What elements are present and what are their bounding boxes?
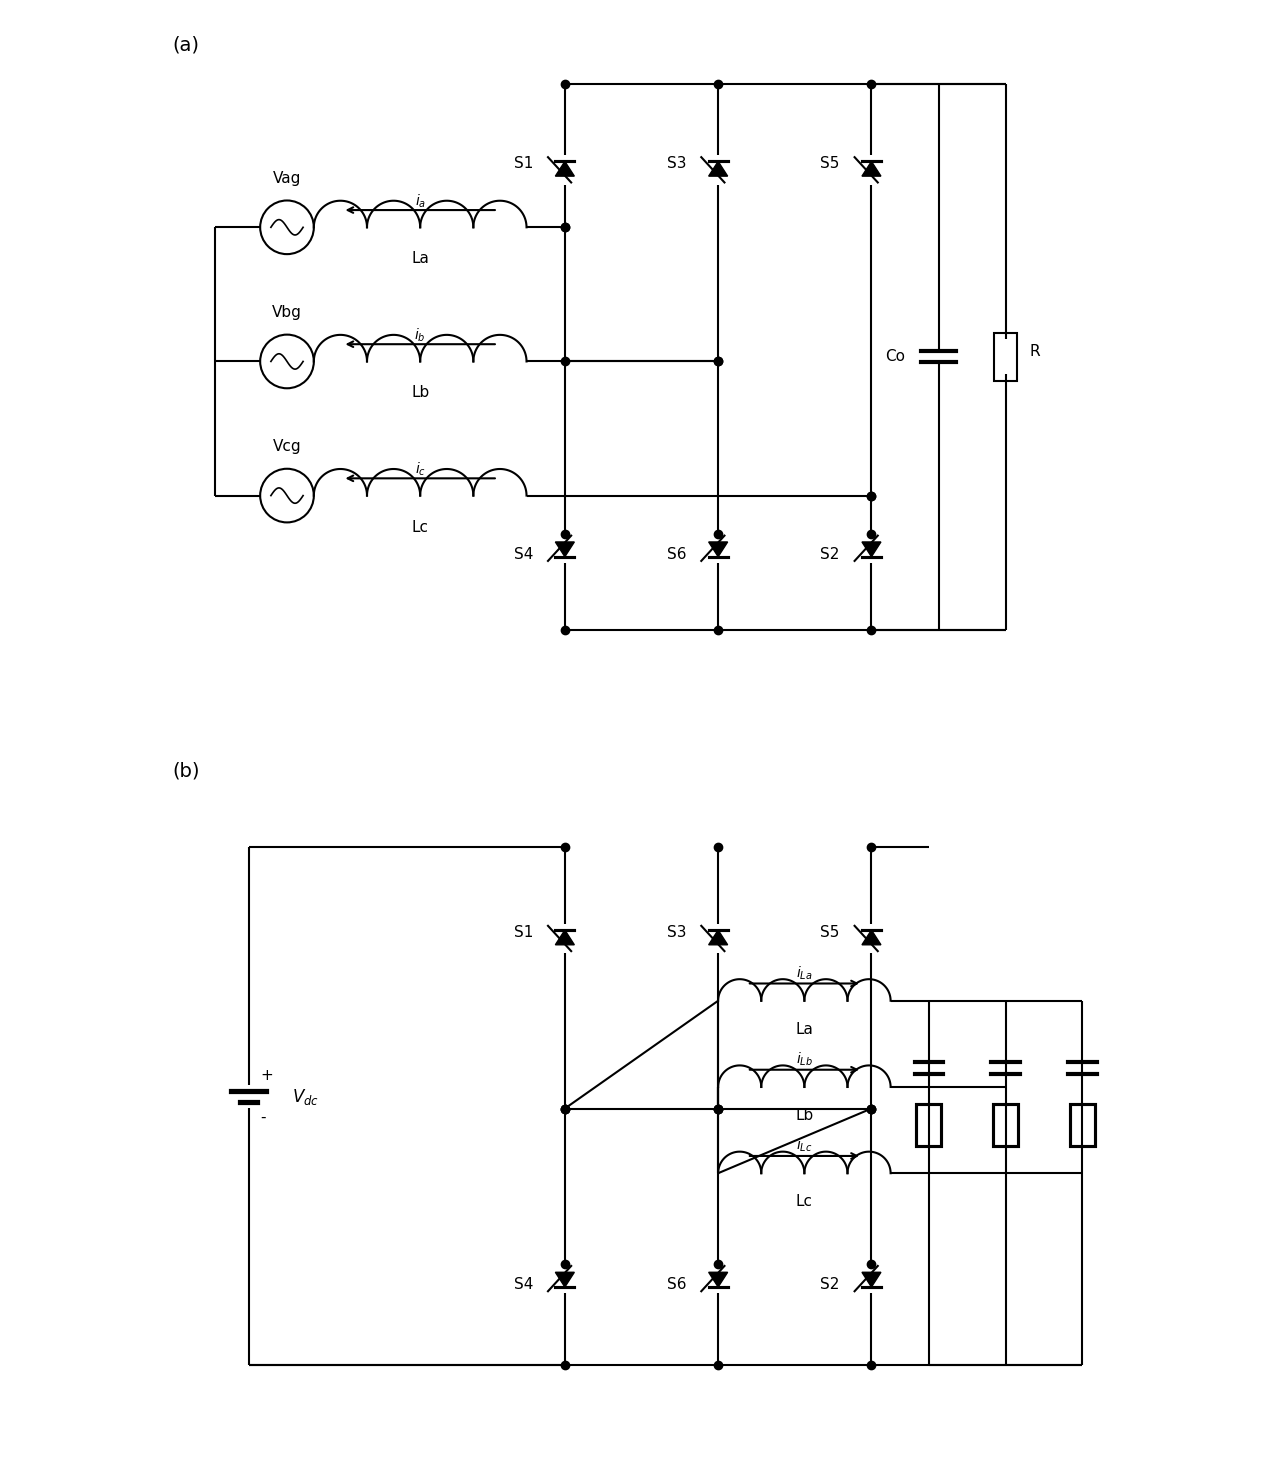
Text: $i_{c}$: $i_{c}$ bbox=[414, 461, 426, 478]
Polygon shape bbox=[556, 542, 575, 557]
Polygon shape bbox=[556, 162, 575, 176]
Text: R: R bbox=[1029, 344, 1041, 359]
Text: $V_{dc}$: $V_{dc}$ bbox=[291, 1086, 318, 1107]
Text: Vag: Vag bbox=[273, 171, 302, 187]
Text: -: - bbox=[260, 1110, 266, 1126]
Text: S5: S5 bbox=[820, 924, 840, 939]
Text: $i_{Lb}$: $i_{Lb}$ bbox=[795, 1050, 813, 1067]
Text: S4: S4 bbox=[514, 547, 534, 563]
Polygon shape bbox=[862, 162, 881, 176]
Text: Vbg: Vbg bbox=[272, 305, 302, 321]
Text: S5: S5 bbox=[820, 156, 840, 171]
Bar bbox=[993, 1104, 1017, 1146]
Bar bbox=[916, 1104, 942, 1146]
Text: Lb: Lb bbox=[411, 385, 430, 401]
Text: S3: S3 bbox=[667, 156, 686, 171]
Polygon shape bbox=[862, 542, 881, 557]
Text: $i_{Lc}$: $i_{Lc}$ bbox=[797, 1137, 812, 1155]
Bar bbox=[994, 332, 1017, 381]
Text: Vcg: Vcg bbox=[273, 439, 302, 455]
Polygon shape bbox=[708, 930, 727, 945]
Text: Lb: Lb bbox=[795, 1108, 813, 1123]
Text: +: + bbox=[260, 1067, 273, 1083]
Polygon shape bbox=[708, 162, 727, 176]
Text: (b): (b) bbox=[172, 761, 200, 780]
Text: (a): (a) bbox=[172, 35, 199, 55]
Polygon shape bbox=[556, 1273, 575, 1287]
Text: $i_{La}$: $i_{La}$ bbox=[795, 964, 812, 981]
Bar bbox=[1070, 1104, 1094, 1146]
Polygon shape bbox=[556, 930, 575, 945]
Text: S1: S1 bbox=[514, 924, 534, 939]
Text: S4: S4 bbox=[514, 1277, 534, 1292]
Polygon shape bbox=[862, 1273, 881, 1287]
Text: Lc: Lc bbox=[412, 519, 429, 535]
Text: La: La bbox=[795, 1022, 813, 1037]
Text: Lc: Lc bbox=[795, 1194, 813, 1209]
Text: S6: S6 bbox=[667, 547, 686, 563]
Text: $i_{a}$: $i_{a}$ bbox=[414, 192, 426, 210]
Text: Co: Co bbox=[885, 348, 905, 364]
Text: S2: S2 bbox=[820, 1277, 840, 1292]
Polygon shape bbox=[708, 542, 727, 557]
Polygon shape bbox=[862, 930, 881, 945]
Text: $i_{b}$: $i_{b}$ bbox=[414, 327, 426, 344]
Text: La: La bbox=[412, 251, 429, 267]
Text: S6: S6 bbox=[667, 1277, 686, 1292]
Text: S3: S3 bbox=[667, 924, 686, 939]
Text: S2: S2 bbox=[820, 547, 840, 563]
Polygon shape bbox=[708, 1273, 727, 1287]
Text: S1: S1 bbox=[514, 156, 534, 171]
